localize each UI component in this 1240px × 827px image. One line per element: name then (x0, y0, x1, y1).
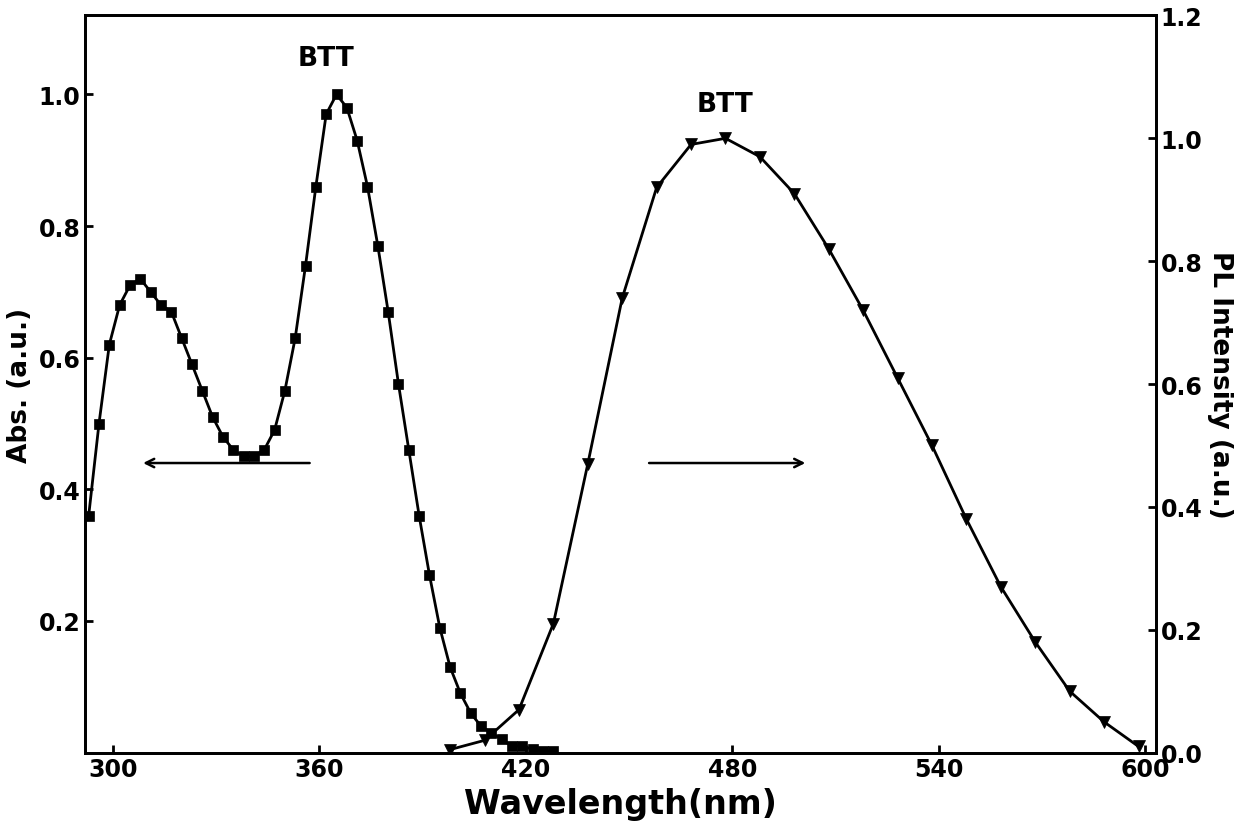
Text: BTT: BTT (697, 92, 754, 117)
X-axis label: Wavelength(nm): Wavelength(nm) (464, 787, 777, 820)
Y-axis label: PL Intensity (a.u.): PL Intensity (a.u.) (1207, 251, 1233, 519)
Text: BTT: BTT (298, 46, 355, 72)
Y-axis label: Abs. (a.u.): Abs. (a.u.) (7, 307, 33, 462)
